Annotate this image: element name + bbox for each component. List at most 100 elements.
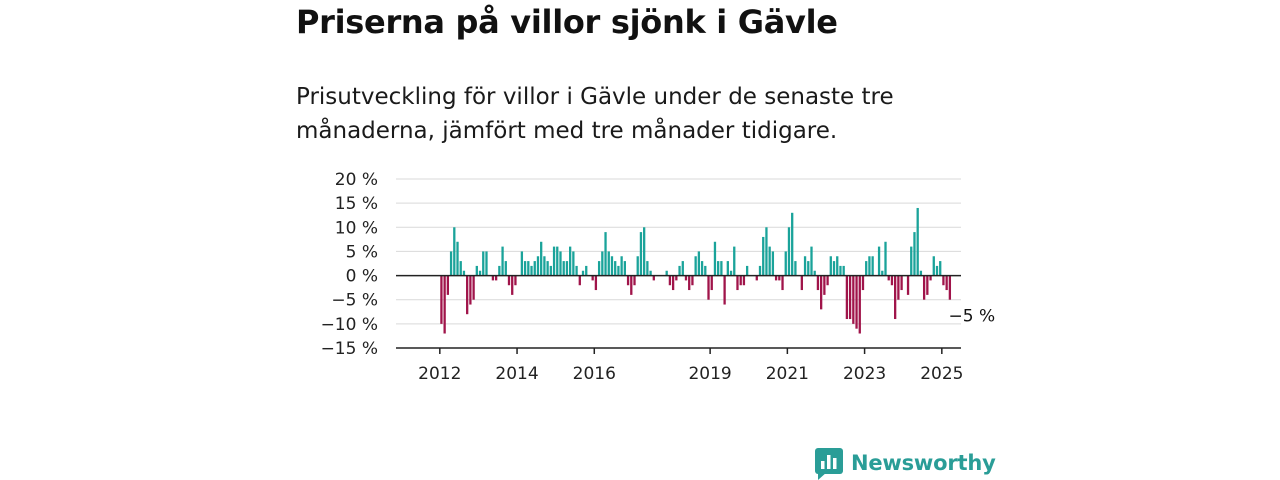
chart-bar	[494, 275, 498, 281]
chart-bar	[720, 261, 723, 276]
x-tick-label: 2021	[766, 364, 809, 384]
tick-labels: 20 % 15 % 10 % 5 % 0 % −5 % −10 % −15 % 2012 2014…	[321, 170, 996, 384]
chart-bar	[643, 227, 646, 276]
chart-bar	[881, 270, 884, 276]
chart-bar	[565, 261, 569, 276]
chart-bar	[791, 212, 794, 276]
chart-bar	[778, 275, 781, 281]
chart-bar	[771, 251, 775, 276]
chart-bar	[929, 275, 932, 281]
chart-bar	[681, 261, 684, 276]
chart-bar	[597, 261, 601, 276]
chart-bar	[675, 275, 678, 281]
chart-bar	[823, 275, 826, 295]
chart-bar	[678, 265, 681, 276]
chart-bar	[514, 275, 517, 286]
chart-bar	[456, 241, 459, 276]
chart-bar	[842, 265, 845, 276]
chart-bar	[781, 275, 784, 291]
chart-bar	[906, 275, 910, 295]
chart-bar	[559, 251, 562, 276]
chart-bar	[868, 256, 871, 276]
chart-bar	[688, 275, 691, 291]
chart-bar	[807, 261, 810, 276]
chart-bar	[626, 275, 630, 286]
page-title: Priserna på villor sjönk i Gävle	[296, 3, 838, 41]
chart-bar	[462, 270, 466, 276]
x-tick-label: 2019	[688, 364, 731, 384]
chart-bar	[897, 275, 900, 300]
chart-bar	[536, 256, 540, 276]
chart-bar	[478, 270, 482, 276]
chart-bar	[552, 246, 556, 276]
chart-bar	[803, 256, 807, 276]
gridlines	[396, 178, 961, 349]
chart-bar	[614, 261, 617, 276]
chart-bar	[472, 275, 475, 300]
chart-subtitle: Prisutveckling för villor i Gävle under …	[296, 84, 894, 144]
chart-bar	[939, 261, 942, 276]
y-tick-label: 5 %	[346, 242, 378, 262]
chart-bar	[865, 261, 868, 276]
chart-bar	[922, 275, 926, 300]
chart-bar	[900, 275, 903, 291]
chart-bar	[646, 261, 649, 276]
y-tick-label: −5 %	[331, 291, 378, 311]
chart-bar	[887, 275, 890, 281]
chart-bar	[942, 275, 945, 286]
chart-bar	[794, 261, 797, 276]
y-tick-label: 0 %	[346, 267, 378, 287]
chart-bar	[585, 265, 588, 276]
chart-bar	[787, 227, 791, 276]
chart-bar	[511, 275, 514, 295]
chart-bar	[617, 265, 620, 276]
chart-bar	[469, 275, 472, 305]
x-tick-label: 2023	[843, 364, 886, 384]
chart-bar	[742, 275, 746, 286]
chart-bar	[466, 275, 469, 315]
newsworthy-logo-icon	[815, 448, 843, 480]
chart-bar	[758, 265, 762, 276]
chart-bar	[945, 275, 948, 291]
y-tick-label: 15 %	[335, 194, 378, 214]
chart-bar	[935, 265, 939, 276]
chart-bar	[671, 275, 675, 291]
chart-bar	[523, 261, 527, 276]
chart-bar	[594, 275, 598, 291]
chart-bar	[691, 275, 694, 286]
x-tick-label: 2025	[920, 364, 963, 384]
chart-bar	[449, 251, 453, 276]
chart-bar	[630, 275, 633, 295]
chart-bar	[453, 227, 456, 276]
chart-bar	[530, 265, 533, 276]
chart-bar	[507, 275, 511, 286]
chart-bar	[910, 246, 913, 276]
chart-bar	[543, 256, 546, 276]
chart-bar	[572, 251, 575, 276]
chart-bar	[810, 246, 813, 276]
chart-bar	[858, 275, 861, 334]
chart-bar	[446, 275, 450, 295]
bars	[440, 207, 952, 334]
chart-bar	[832, 261, 836, 276]
chart-bar	[894, 275, 897, 320]
newsworthy-brand[interactable]: Newsworthy	[815, 446, 996, 480]
y-tick-label: 10 %	[335, 218, 378, 238]
chart-bar	[871, 256, 874, 276]
chart-bar	[784, 251, 787, 276]
chart-bar	[848, 275, 852, 320]
chart-bar	[540, 241, 543, 276]
chart-bar	[839, 265, 842, 276]
chart-bar	[713, 241, 717, 276]
chart-bar	[694, 256, 697, 276]
chart-bar	[919, 270, 923, 276]
bar-chart: 20 % 15 % 10 % 5 % 0 % −5 % −10 % −15 % 2012 2014…	[321, 170, 996, 384]
chart-bar	[501, 246, 504, 276]
chart-bar	[916, 207, 919, 276]
y-tick-label: −10 %	[321, 315, 378, 335]
chart-bar	[736, 275, 739, 291]
chart-bar	[649, 270, 652, 276]
chart-bar	[697, 251, 701, 276]
chart-bar	[745, 265, 749, 276]
chart-bar	[639, 232, 643, 276]
